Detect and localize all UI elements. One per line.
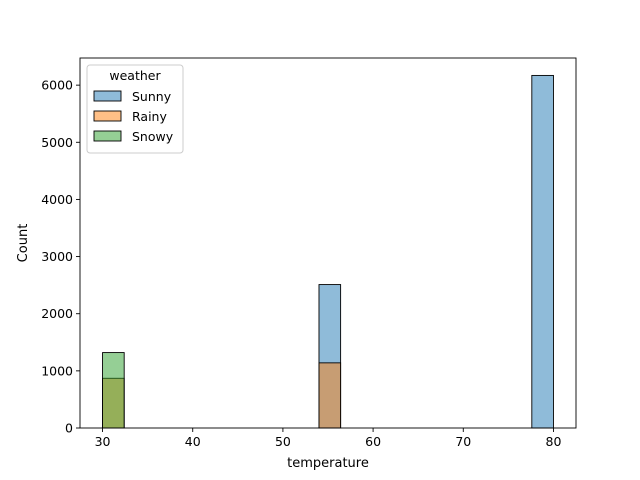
bar-sunny (531, 74, 554, 429)
x-tick-label: 60 (365, 434, 381, 449)
x-axis-ticks: 30 40 50 60 70 80 (95, 428, 562, 449)
legend-title: weather (109, 68, 161, 83)
y-tick-label: 2000 (41, 306, 73, 321)
y-tick-label: 4000 (41, 192, 73, 207)
y-tick-label: 5000 (41, 135, 73, 150)
y-tick-label: 1000 (41, 363, 73, 378)
bar-rainy (318, 362, 342, 429)
legend-label-snowy: Snowy (132, 129, 174, 144)
legend-entries: Sunny Rainy Snowy (93, 89, 174, 144)
y-axis-ticks: 0 1000 2000 3000 4000 5000 6000 (41, 78, 80, 436)
y-axis-label: Count (16, 224, 31, 263)
y-tick-label: 6000 (41, 78, 73, 93)
x-axis-label: temperature (287, 456, 369, 471)
x-tick-label: 40 (185, 434, 201, 449)
legend-label-sunny: Sunny (132, 89, 172, 104)
x-tick-label: 70 (455, 434, 471, 449)
x-tick-label: 50 (275, 434, 291, 449)
x-tick-label: 80 (546, 434, 562, 449)
legend-label-rainy: Rainy (132, 109, 167, 124)
legend: weather Sunny Rainy Snowy (86, 64, 184, 154)
legend-swatch-snowy (93, 130, 122, 142)
histogram-bars (102, 74, 554, 429)
x-tick-label: 30 (95, 434, 111, 449)
y-tick-label: 3000 (41, 249, 73, 264)
bar-snowy (102, 352, 125, 429)
y-tick-label: 0 (65, 421, 73, 436)
plot-frame (79, 57, 577, 429)
legend-swatch-sunny (93, 90, 122, 102)
legend-swatch-rainy (93, 110, 122, 122)
